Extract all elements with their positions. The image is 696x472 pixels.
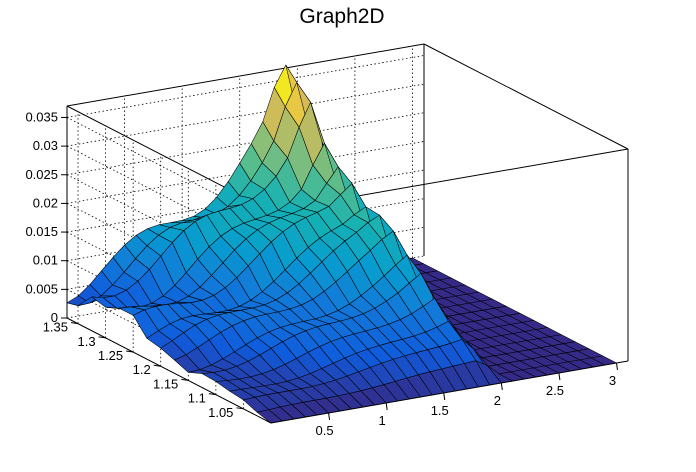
x-tick-mark xyxy=(385,402,388,411)
x-tick-mark xyxy=(500,382,503,391)
x-tick-label-5: 3 xyxy=(609,373,616,388)
y-tick-mark xyxy=(98,336,106,339)
z-tick-label-3: 0.015 xyxy=(25,224,58,239)
y-tick-label-4: 1.25 xyxy=(98,348,123,363)
box-edge-right-top xyxy=(423,43,629,150)
grid-line-back-wall-5 xyxy=(66,112,425,176)
y-tick-label-1: 1.1 xyxy=(188,391,206,406)
y-tick-mark xyxy=(236,407,244,410)
z-tick-label-1: 0.005 xyxy=(25,281,58,296)
grid-line-back-wall-6 xyxy=(66,83,425,147)
y-tick-mark xyxy=(153,364,161,367)
y-tick-mark xyxy=(70,322,79,325)
z-tick-label-4: 0.02 xyxy=(33,195,58,210)
y-tick-mark xyxy=(208,393,216,396)
x-tick-label-1: 1 xyxy=(379,413,386,428)
surface-mesh xyxy=(66,64,617,424)
y-tick-label-3: 1.2 xyxy=(133,362,151,377)
y-tick-mark xyxy=(181,378,189,381)
z-tick-label-7: 0.035 xyxy=(25,109,58,124)
tick-layer: 0 0.005 0.01 0.015 0.02 0.025 0.03 0.035 0.5 1 1.5… xyxy=(25,109,618,438)
box-edge-front-bottom xyxy=(270,360,629,424)
x-tick-label-4: 2.5 xyxy=(546,383,564,398)
chart-title: Graph2D xyxy=(299,5,384,28)
x-tick-mark xyxy=(558,372,561,381)
z-tick-label-2: 0.01 xyxy=(33,253,58,268)
z-tick-label-6: 0.03 xyxy=(33,138,58,153)
box-front-layer xyxy=(66,317,629,424)
y-tick-label-6: 1.35 xyxy=(43,320,68,335)
x-tick-label-0: 0.5 xyxy=(316,423,334,438)
box-edge-back-top xyxy=(66,43,425,107)
x-tick-mark xyxy=(615,362,618,371)
y-tick-label-0: 1.05 xyxy=(208,405,233,420)
x-tick-mark xyxy=(328,412,331,421)
x-tick-mark xyxy=(443,392,446,401)
y-tick-mark xyxy=(126,350,134,353)
y-tick-label-5: 1.3 xyxy=(78,334,96,349)
z-tick-label-0: 0 xyxy=(51,310,58,325)
grid-line-back-wall-7 xyxy=(66,55,425,118)
z-tick-label-5: 0.025 xyxy=(25,167,58,182)
x-tick-label-2: 1.5 xyxy=(431,403,449,418)
box-edge-left-bottom xyxy=(66,317,272,424)
x-tick-label-3: 2 xyxy=(494,393,501,408)
y-tick-label-2: 1.15 xyxy=(153,376,178,391)
